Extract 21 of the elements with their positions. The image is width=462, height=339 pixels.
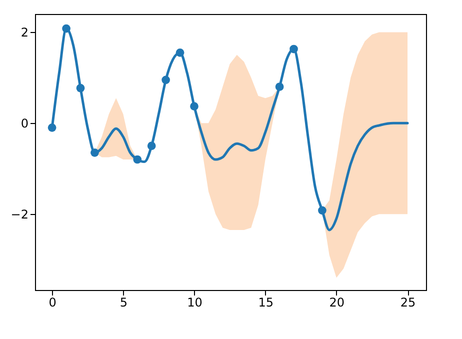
point <box>162 76 170 84</box>
point <box>62 24 70 33</box>
y-tick-label: −2 <box>10 208 28 222</box>
x-tick-label: 20 <box>329 296 345 310</box>
point <box>290 44 298 54</box>
x-tick-label: 5 <box>120 296 128 310</box>
point <box>90 148 99 157</box>
x-tick-label: 10 <box>187 296 202 310</box>
point <box>76 84 85 92</box>
point <box>133 155 142 164</box>
y-tick-label: 0 <box>20 116 28 131</box>
y-tick-label: 2 <box>20 26 28 40</box>
x-tick-label: 25 <box>400 296 416 310</box>
point <box>147 142 156 150</box>
x-tick-label: 15 <box>258 296 274 310</box>
point <box>176 48 184 57</box>
x-tick-label: 0 <box>48 296 56 310</box>
point <box>190 102 198 110</box>
point <box>318 206 326 215</box>
point <box>275 82 284 91</box>
point <box>48 124 56 132</box>
